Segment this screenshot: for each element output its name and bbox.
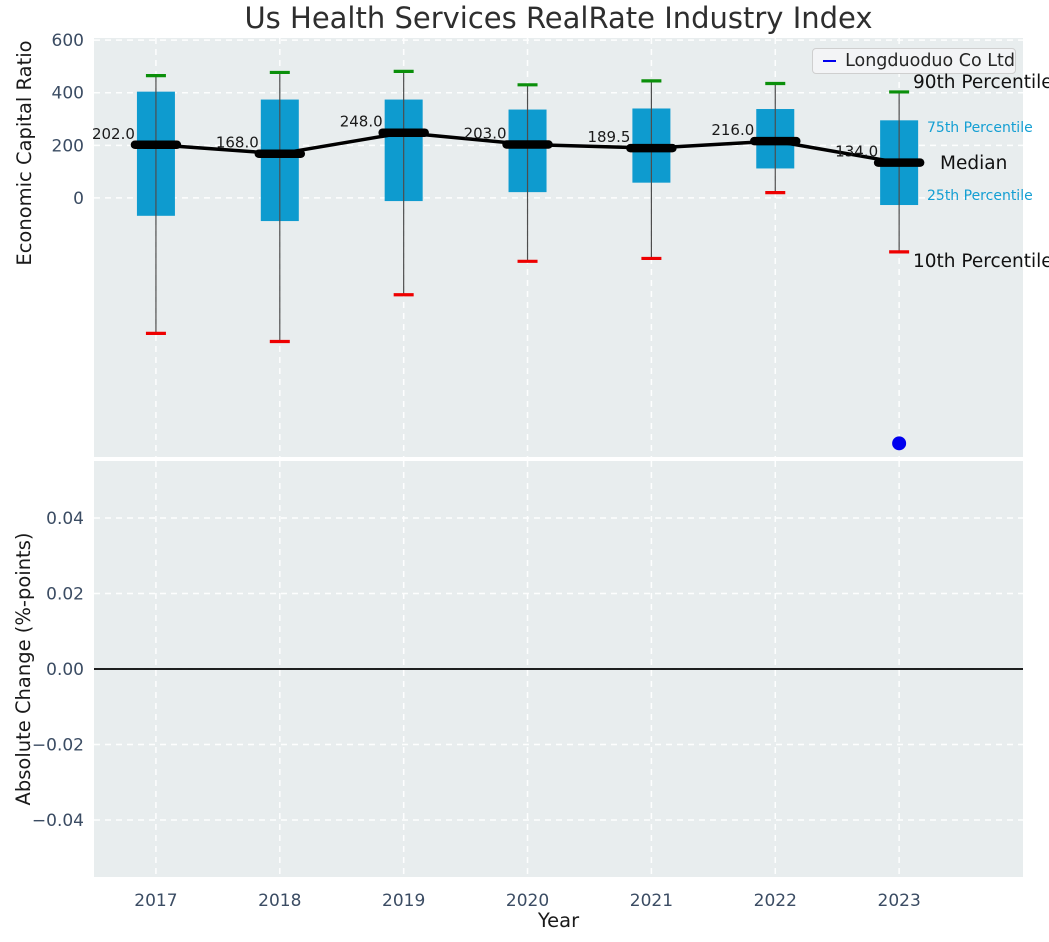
ytick-bottom: 0.02 (46, 585, 84, 605)
ytick-top: 200 (52, 136, 84, 156)
median-value-label-2020: 203.0 (464, 125, 507, 143)
ytick-top: 600 (52, 31, 84, 51)
median-value-label-2021: 189.5 (587, 128, 630, 146)
xtick-2020: 2020 (506, 891, 549, 911)
legend-line-icon (823, 60, 837, 62)
ytick-top: 400 (52, 84, 84, 104)
median-value-label-2018: 168.0 (216, 134, 259, 152)
legend-label: Longduoduo Co Ltd (845, 51, 1015, 71)
annotation-90th-percentile: 90th Percentile (913, 72, 1049, 93)
xtick-2021: 2021 (630, 891, 673, 911)
xtick-2019: 2019 (382, 891, 425, 911)
xtick-2018: 2018 (258, 891, 301, 911)
top-panel (94, 38, 1023, 457)
ytick-bottom: 0.00 (46, 660, 84, 680)
xtick-2023: 2023 (878, 891, 921, 911)
median-value-label-2022: 216.0 (711, 121, 754, 139)
ytick-bottom: −0.04 (32, 811, 84, 831)
annotation-10th-percentile: 10th Percentile (913, 251, 1049, 272)
chart-title: Us Health Services RealRate Industry Ind… (244, 1, 873, 35)
annotation-median: Median (940, 153, 1008, 174)
ytick-bottom: 0.04 (46, 509, 84, 529)
bottom-y-axis-label: Absolute Change (%-points) (12, 532, 35, 806)
median-value-label-2017: 202.0 (92, 125, 135, 143)
annotation-75th-percentile: 75th Percentile (927, 120, 1033, 136)
x-axis-label: Year (537, 909, 580, 932)
ytick-top: 0 (73, 189, 84, 209)
top-y-axis-label: Economic Capital Ratio (13, 40, 36, 266)
annotation-25th-percentile: 25th Percentile (927, 188, 1033, 204)
median-value-label-2023: 134.0 (835, 143, 878, 161)
ytick-bottom: −0.02 (32, 735, 84, 755)
median-value-label-2019: 248.0 (340, 113, 383, 131)
company-point (892, 436, 907, 451)
xtick-2017: 2017 (134, 891, 177, 911)
xtick-2022: 2022 (754, 891, 797, 911)
legend: Longduoduo Co Ltd (812, 48, 1016, 74)
